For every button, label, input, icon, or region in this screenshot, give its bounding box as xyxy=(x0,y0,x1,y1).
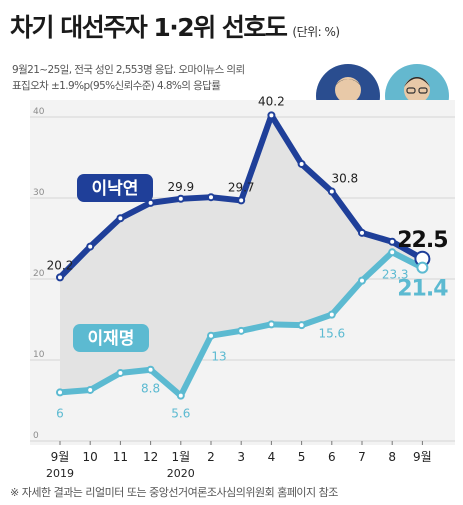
x-tick-label: 4 xyxy=(268,450,276,464)
data-point xyxy=(116,214,125,223)
data-label: 15.6 xyxy=(318,327,345,341)
data-point xyxy=(237,326,246,335)
x-tick-label: 7 xyxy=(358,450,366,464)
x-tick-label: 3 xyxy=(237,450,245,464)
data-label: 23.3 xyxy=(382,267,409,281)
source-note: ※ 자세한 결과는 리얼미터 또는 중앙선거여론조사심의위원회 홈페이지 참조 xyxy=(10,486,338,499)
data-point xyxy=(267,320,276,329)
x-year-label: 2019 xyxy=(46,467,74,480)
data-point xyxy=(327,187,336,196)
data-label: 40.2 xyxy=(258,94,285,108)
x-tick-label: 5 xyxy=(298,450,306,464)
data-point xyxy=(237,196,246,205)
unit-label: (단위: %) xyxy=(292,25,340,39)
data-label: 20.2 xyxy=(47,258,74,272)
data-label: 5.6 xyxy=(171,407,190,421)
x-tick-label: 8 xyxy=(388,450,396,464)
data-label: 29.9 xyxy=(167,180,194,194)
series-name-label: 이낙연 xyxy=(92,179,139,199)
data-point xyxy=(176,194,185,203)
data-point xyxy=(297,159,306,168)
x-tick-label: 9월 xyxy=(413,450,432,464)
data-point xyxy=(388,248,397,257)
data-point xyxy=(327,310,336,319)
x-tick-label: 10 xyxy=(83,450,98,464)
data-point xyxy=(207,193,215,202)
data-point xyxy=(56,273,64,282)
data-point xyxy=(207,331,215,340)
data-label: 6 xyxy=(56,406,64,420)
data-point xyxy=(116,368,125,377)
x-tick-label: 9월 xyxy=(51,450,70,464)
data-label: 8.8 xyxy=(141,382,160,396)
data-label: 22.5 xyxy=(397,228,447,253)
data-label: 30.8 xyxy=(331,172,358,186)
y-tick-label: 0 xyxy=(33,431,39,441)
series-name-badge xyxy=(73,324,149,352)
data-point xyxy=(267,111,276,120)
data-point xyxy=(86,385,95,394)
y-tick-label: 30 xyxy=(33,188,45,198)
survey-note-line2: 표집오차 ±1.9%p(95%신뢰수준) 4.8%의 응답률 xyxy=(12,80,221,92)
data-point xyxy=(388,237,397,246)
data-point xyxy=(56,388,64,397)
x-tick-label: 6 xyxy=(328,450,336,464)
data-point xyxy=(297,321,306,330)
data-label: 21.4 xyxy=(397,277,448,302)
y-tick-label: 10 xyxy=(33,350,45,360)
chart-title: 차기 대선주자 1·2위 선호도 xyxy=(10,13,288,42)
gap-area xyxy=(60,115,423,396)
data-point xyxy=(176,391,185,400)
y-tick-label: 40 xyxy=(33,107,45,117)
series-name-badge xyxy=(77,174,153,202)
x-tick-label: 11 xyxy=(113,450,128,464)
x-tick-label: 2 xyxy=(207,450,215,464)
data-point xyxy=(146,365,155,374)
title-row: 차기 대선주자 1·2위 선호도 (단위: %) xyxy=(10,8,340,48)
data-point xyxy=(358,276,366,285)
data-label: 13 xyxy=(211,350,226,364)
data-point xyxy=(358,228,366,237)
x-year-label: 2020 xyxy=(167,467,195,480)
survey-note-line1: 9월21~25일, 전국 성인 2,553명 응답. 오마이뉴스 의뢰 xyxy=(12,64,245,76)
series-name-label: 이재명 xyxy=(88,329,135,349)
data-point xyxy=(86,242,95,251)
data-label: 29.7 xyxy=(228,180,255,194)
y-tick-label: 20 xyxy=(33,269,45,279)
x-tick-label: 12 xyxy=(143,450,158,464)
data-point xyxy=(416,261,429,274)
x-tick-label: 1월 xyxy=(171,450,190,464)
